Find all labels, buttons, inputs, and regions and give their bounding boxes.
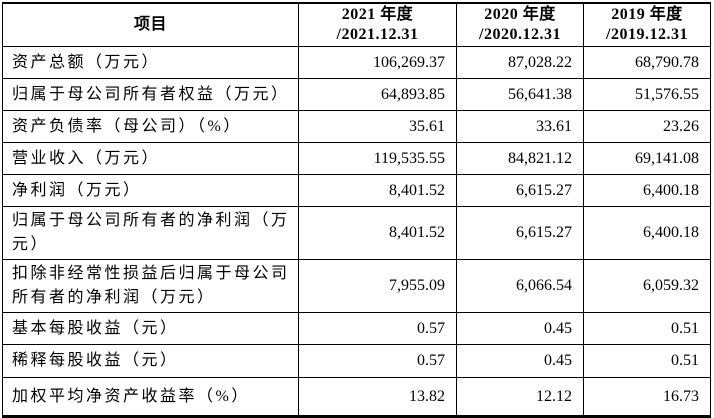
row-value-2019: 6,400.18 (583, 174, 711, 207)
table-row: 扣除非经常性损益后归属于母公司所有者的净利润（万元） 7,955.09 6,06… (2, 259, 711, 313)
row-value-2019: 0.51 (583, 312, 711, 345)
table-row: 营业收入（万元） 119,535.55 84,821.12 69,141.08 (2, 142, 711, 175)
row-value-2020: 56,641.38 (456, 78, 584, 111)
row-label: 资产总额（万元） (2, 46, 299, 79)
row-value-2019: 6,400.18 (583, 206, 711, 260)
row-value-2019: 69,141.08 (583, 142, 711, 175)
row-value-2020: 6,615.27 (456, 174, 584, 207)
row-value-2020: 6,615.27 (456, 206, 584, 260)
row-value-2019: 23.26 (583, 110, 711, 143)
row-value-2021: 35.61 (298, 110, 457, 143)
header-item: 项目 (2, 2, 299, 47)
row-label: 稀释每股收益（元） (2, 344, 299, 378)
row-value-2020: 33.61 (456, 110, 584, 143)
table-row: 基本每股收益（元） 0.57 0.45 0.51 (2, 312, 711, 345)
row-label: 净利润（万元） (2, 174, 299, 207)
row-value-2021: 8,401.52 (298, 206, 457, 260)
row-value-2021: 64,893.85 (298, 78, 457, 111)
row-value-2021: 0.57 (298, 312, 457, 345)
row-label: 归属于母公司所有者权益（万元） (2, 78, 299, 111)
row-value-2020: 6,066.54 (456, 259, 584, 313)
table-row: 稀释每股收益（元） 0.57 0.45 0.51 (2, 344, 711, 378)
table-row: 归属于母公司所有者权益（万元） 64,893.85 56,641.38 51,5… (2, 78, 711, 111)
row-value-2020: 12.12 (456, 377, 584, 417)
table-row: 净利润（万元） 8,401.52 6,615.27 6,400.18 (2, 174, 711, 207)
row-value-2019: 0.51 (583, 344, 711, 378)
row-label: 加权平均净资产收益率（%） (2, 377, 299, 417)
row-label: 扣除非经常性损益后归属于母公司所有者的净利润（万元） (2, 259, 299, 313)
row-value-2019: 51,576.55 (583, 78, 711, 111)
table-row: 资产负债率（母公司）（%） 35.61 33.61 23.26 (2, 110, 711, 143)
row-label: 归属于母公司所有者的净利润（万元） (2, 206, 299, 260)
row-value-2021: 8,401.52 (298, 174, 457, 207)
row-value-2020: 87,028.22 (456, 46, 584, 79)
row-value-2019: 16.73 (583, 377, 711, 417)
row-label: 基本每股收益（元） (2, 312, 299, 345)
row-value-2020: 84,821.12 (456, 142, 584, 175)
row-value-2021: 106,269.37 (298, 46, 457, 79)
row-value-2020: 0.45 (456, 344, 584, 378)
row-value-2021: 119,535.55 (298, 142, 457, 175)
header-row: 项目 2021 年度 /2021.12.31 2020 年度 /2020.12.… (2, 2, 711, 47)
row-value-2021: 0.57 (298, 344, 457, 378)
table-row: 加权平均净资产收益率（%） 13.82 12.12 16.73 (2, 377, 711, 417)
row-label: 营业收入（万元） (2, 142, 299, 175)
row-value-2019: 68,790.78 (583, 46, 711, 79)
header-2020: 2020 年度 /2020.12.31 (456, 2, 584, 47)
row-value-2019: 6,059.32 (583, 259, 711, 313)
row-label: 资产负债率（母公司）（%） (2, 110, 299, 143)
row-value-2020: 0.45 (456, 312, 584, 345)
header-2019: 2019 年度 /2019.12.31 (583, 2, 711, 47)
table-row: 资产总额（万元） 106,269.37 87,028.22 68,790.78 (2, 46, 711, 79)
header-2021: 2021 年度 /2021.12.31 (298, 2, 457, 47)
row-value-2021: 7,955.09 (298, 259, 457, 313)
row-value-2021: 13.82 (298, 377, 457, 417)
table-row: 归属于母公司所有者的净利润（万元） 8,401.52 6,615.27 6,40… (2, 206, 711, 260)
